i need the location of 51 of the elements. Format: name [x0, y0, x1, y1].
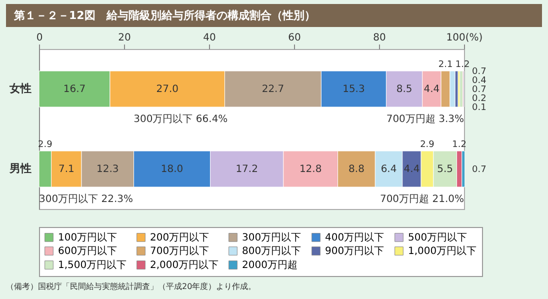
annotation: 300万円以下 66.4%	[134, 113, 228, 125]
text: （備考）国税庁「民間給与実態統計調査」（平成20年度）より作成。	[6, 281, 258, 292]
data-label: 1.2	[455, 60, 470, 70]
legend-label: 900万円以下	[325, 245, 384, 257]
legend-label: 800万円以下	[242, 245, 302, 257]
legend-label: 600万円以下	[58, 245, 118, 257]
data-label: 6.4	[380, 164, 397, 175]
data-label: 8.8	[348, 164, 364, 175]
data-label: 2.9	[420, 140, 435, 150]
data-label: 1.2	[452, 140, 466, 150]
data-label: 2.1	[438, 60, 453, 70]
x-tick-label: 80	[373, 32, 386, 44]
data-label: 22.7	[262, 84, 284, 95]
x-tick-label: 20	[118, 32, 131, 44]
data-label: 4.4	[424, 84, 440, 95]
annotation: 700万円超 3.3%	[386, 113, 464, 125]
data-label: 0.7	[472, 165, 486, 175]
y-tick-label: 女性	[8, 82, 32, 95]
data-label: 17.2	[236, 164, 258, 175]
legend-label: 300万円以下	[242, 231, 302, 244]
data-label: 27.0	[156, 84, 178, 95]
data-label: 5.5	[437, 164, 454, 175]
x-tick-label: 60	[288, 32, 301, 44]
data-label: 18.0	[160, 164, 184, 175]
legend-label: 2,000万円以下	[150, 259, 219, 271]
x-tick-label: 0	[36, 32, 43, 44]
data-label: 0.2	[472, 94, 486, 104]
annotation: 700万円超 21.0%	[380, 193, 464, 205]
legend-label: 500万円以下	[408, 231, 468, 244]
data-label: 0.4	[472, 76, 487, 86]
legend-label: 400万円以下	[325, 231, 384, 244]
data-label: 0.7	[472, 67, 486, 77]
x-tick-label: 100(%)	[446, 32, 483, 44]
data-label: 8.5	[396, 84, 412, 95]
data-label: 0.7	[472, 85, 486, 95]
data-label: 4.4	[404, 164, 420, 175]
y-tick-label: 男性	[8, 162, 32, 175]
legend-label: 700万円以下	[150, 245, 210, 257]
legend-label: 1,500万円以下	[58, 259, 127, 271]
legend-label: 1,000万円以下	[408, 245, 477, 257]
legend-label: 2000万円超	[242, 259, 298, 271]
legend-label: 100万円以下	[58, 231, 118, 244]
data-label: 7.1	[58, 164, 74, 175]
data-label: 12.3	[96, 164, 119, 175]
data-label: 0.1	[472, 103, 486, 113]
data-label: 16.7	[63, 84, 86, 95]
chart-title: 第１－２－12図 給与階級別給与所得者の構成割合（性別）	[6, 4, 542, 27]
legend-label: 200万円以下	[150, 231, 210, 244]
data-label: 12.8	[299, 164, 322, 175]
data-label: 15.3	[342, 84, 365, 95]
x-tick-label: 40	[203, 32, 216, 44]
